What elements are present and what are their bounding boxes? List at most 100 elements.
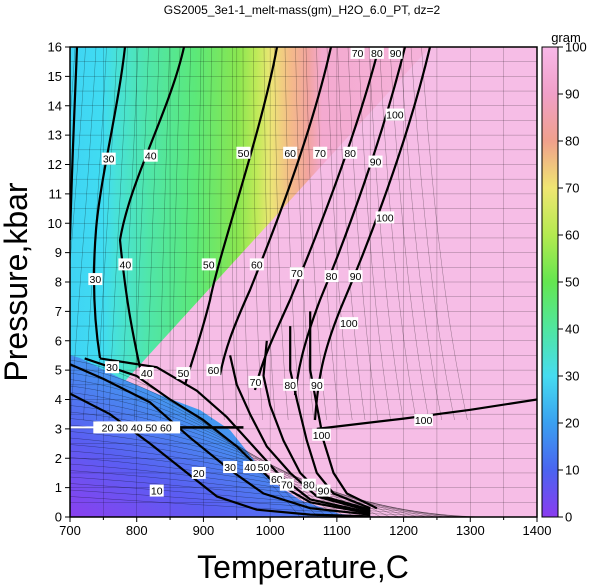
contour-label: 30 (101, 152, 116, 166)
contour-label-text: 100 (340, 318, 358, 330)
contour-100 (316, 398, 537, 430)
contour-label: 80 (324, 270, 339, 283)
colorbar-tick-label: 100 (565, 40, 587, 55)
minor-contour (347, 47, 378, 421)
y-axis-label: Pressure,kbar (0, 182, 34, 382)
contour-upper (92, 47, 127, 359)
y-tick-label: 2 (55, 451, 62, 466)
contour-label-bg (350, 47, 365, 59)
x-axis: 700 800 900 1000 1100 1200 1300 1400 (59, 517, 551, 538)
contour-label-text: 80 (284, 380, 296, 392)
y-tick-label: 9 (55, 245, 62, 260)
y-tick-label: 12 (48, 157, 62, 172)
contour-label-bg (289, 267, 304, 280)
contour-label-bg (385, 108, 405, 121)
minor-contour (70, 398, 355, 517)
contour-label-bg (236, 146, 251, 159)
contour-label-text: 70 (352, 48, 364, 60)
minor-contour (358, 47, 391, 421)
grid (70, 47, 537, 517)
contour-label-bg (191, 466, 206, 479)
contour-label: 30 (223, 461, 238, 474)
contour-label-bg (118, 258, 133, 271)
contour-label-text: 100 (376, 212, 394, 224)
contour-upper (70, 47, 79, 241)
colorbar-tick-label: 80 (565, 134, 579, 149)
contour-label: 70 (289, 267, 304, 280)
colorbar-tick-label: 30 (565, 369, 579, 384)
contour-label: 70 (248, 375, 263, 389)
contour-label: 80 (283, 378, 298, 392)
contour-label-text: 100 (415, 415, 433, 427)
contour-label-text: 50 (238, 148, 250, 160)
contour-label: 20 (191, 466, 206, 480)
high-melt-region (70, 47, 537, 517)
contour-label: 90 (316, 484, 331, 498)
minor-contour (400, 47, 442, 421)
contour-label: 60 (249, 258, 264, 271)
contour-label: 30 (88, 273, 103, 286)
contour-label: 40 (143, 149, 158, 163)
minor-contour (70, 489, 481, 517)
contour-label-bg (283, 146, 298, 159)
contour-label-text: 40 (141, 368, 153, 380)
y-tick-label: 1 (55, 480, 62, 495)
minor-contour (70, 431, 400, 517)
contour-label-text: 20 30 40 50 60 (102, 422, 172, 434)
contour-label-bg (388, 47, 403, 59)
contour-label-text: 70 (250, 377, 262, 389)
contour-label-text: 60 (251, 259, 263, 271)
contour-label: 50 (256, 461, 271, 474)
contour-label: 50 (176, 367, 191, 380)
contour-label-bg (93, 421, 181, 434)
y-tick-label: 5 (55, 363, 62, 378)
minor-contour (70, 483, 472, 517)
y-tick-label: 4 (55, 392, 62, 407)
contour-label: 90 (388, 47, 403, 60)
y-tick-label: 3 (55, 421, 62, 436)
x-tick-label: 1000 (256, 523, 285, 538)
contour-label: 80 (369, 47, 384, 60)
contour-label: 80 (343, 146, 358, 160)
x-tick-label: 1300 (456, 523, 485, 538)
minor-contour (274, 47, 289, 421)
contour-label: 60 (206, 364, 221, 377)
contour-label-text: 90 (311, 380, 323, 392)
minor-contour (96, 47, 118, 421)
contour-label-text: 50 (178, 368, 190, 380)
contour-label-text: 70 (281, 480, 293, 492)
contour-label-text: 90 (390, 48, 402, 60)
minor-contour (70, 496, 490, 517)
minor-contour (134, 47, 149, 421)
y-tick-label: 16 (48, 40, 62, 55)
colorbar-tick-label: 20 (565, 416, 579, 431)
contour-label: 80 (301, 478, 316, 492)
minor-contour (220, 47, 225, 421)
contour-label: 70 (313, 146, 328, 160)
minor-contour (197, 47, 202, 421)
minor-contour (284, 47, 302, 421)
contour-label-bg (339, 317, 359, 330)
x-tick-label: 1400 (523, 523, 552, 538)
contour-label-text: 70 (314, 148, 326, 160)
contour-label: 100 (414, 414, 433, 427)
contour-label-bg (101, 152, 116, 165)
contour-label-text: 50 (258, 462, 270, 474)
contour-upper (118, 47, 186, 369)
contour-label: 10 (149, 484, 164, 498)
contour-label-bg (313, 146, 328, 159)
contour-label: 50 (201, 258, 216, 271)
contour-label: 90 (309, 378, 324, 392)
contour-label: 100 (339, 317, 359, 330)
minor-contour (70, 470, 454, 517)
minor-contour (232, 47, 238, 421)
contour-label-bg (368, 155, 383, 168)
minor-contour (368, 47, 404, 421)
contour-80 (289, 326, 371, 510)
colorbar-tick-label: 0 (565, 510, 572, 525)
contour-label: 50 (236, 146, 251, 160)
contour-30 (70, 363, 371, 516)
